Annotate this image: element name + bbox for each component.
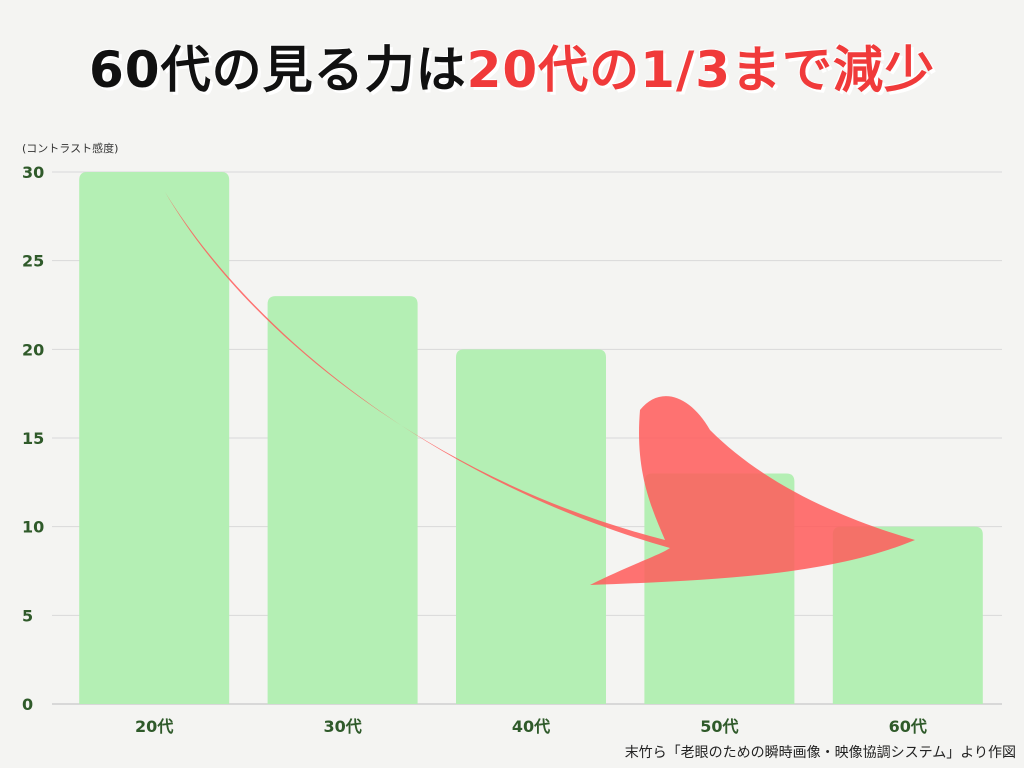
y-tick-label: 20 <box>22 340 44 359</box>
title-part2: 20代の1/3まで減少 <box>466 41 935 99</box>
chart-title: 60代の見る力は20代の1/3まで減少 <box>0 30 1024 102</box>
y-tick-label: 5 <box>22 606 33 625</box>
trend-arrow <box>165 192 915 585</box>
y-tick-label: 30 <box>22 163 44 182</box>
source-note: 末竹ら「老眼のための瞬時画像・映像協調システム」より作図 <box>624 745 1016 761</box>
x-axis-ticks: 20代 30代 40代 50代 60代 <box>135 717 927 736</box>
x-tick-label: 50代 <box>700 717 738 736</box>
bar-40代 <box>456 349 606 704</box>
bar-20代 <box>79 172 230 704</box>
x-tick-label: 60代 <box>889 717 927 736</box>
x-tick-label: 30代 <box>323 717 361 736</box>
x-tick-label: 20代 <box>135 717 173 736</box>
y-tick-label: 0 <box>22 695 33 714</box>
title-part1: 60代の見る力は <box>88 41 467 99</box>
y-tick-label: 10 <box>22 518 44 537</box>
y-axis-unit-label: (コントラスト感度) <box>22 142 119 155</box>
bar-60代 <box>832 526 983 704</box>
y-axis-ticks: 0 5 10 15 20 25 30 <box>22 163 44 714</box>
x-tick-label: 40代 <box>512 717 550 736</box>
bar-30代 <box>267 296 418 704</box>
y-tick-label: 25 <box>22 252 44 271</box>
y-tick-label: 15 <box>22 429 44 448</box>
